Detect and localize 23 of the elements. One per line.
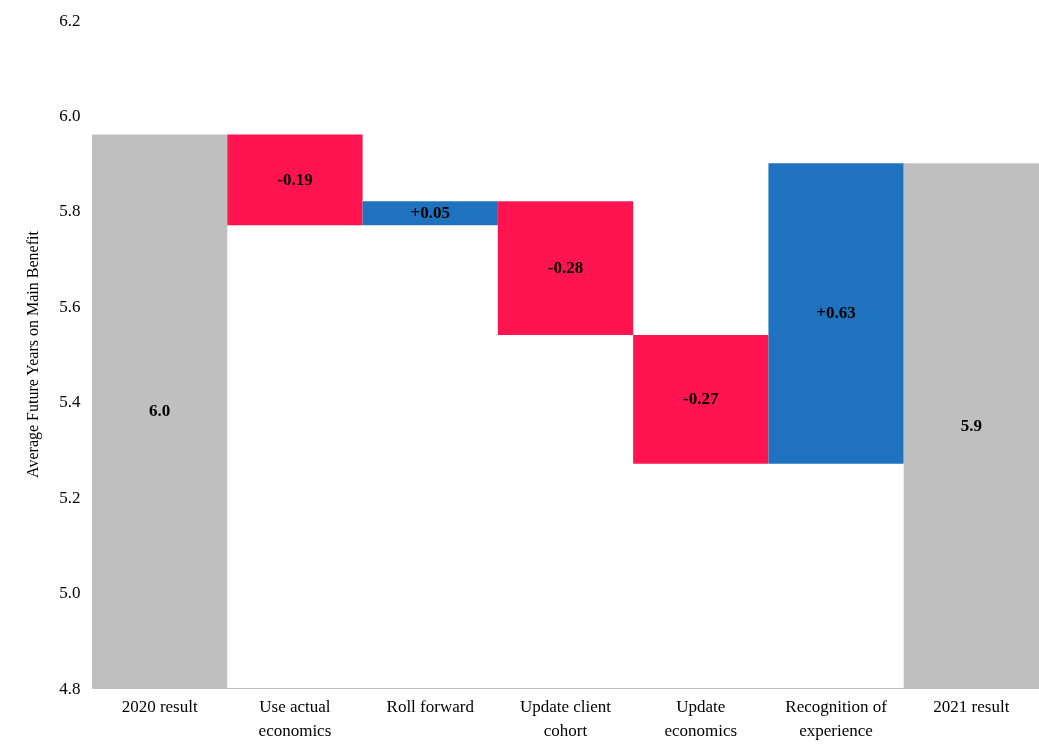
y-tick-label: 6.2 <box>59 10 81 30</box>
x-tick-label: 2021 result <box>933 696 1010 716</box>
data-label: -0.28 <box>547 258 584 278</box>
data-label: -0.27 <box>683 389 719 409</box>
x-tick-label: Update client cohort <box>519 696 612 740</box>
data-label: +0.05 <box>410 203 450 223</box>
x-tick-label: Use actual economics <box>258 696 332 740</box>
data-label: -0.19 <box>277 169 313 189</box>
y-tick-label: 4.8 <box>59 678 81 698</box>
data-label: 6.0 <box>149 401 171 421</box>
y-tick-label: 5.2 <box>59 487 81 507</box>
y-tick-label: 5.8 <box>59 201 81 221</box>
data-label: +0.63 <box>816 303 856 323</box>
y-axis-title: Average Future Years on Main Benefit <box>24 230 43 478</box>
y-tick-label: 5.6 <box>59 296 81 316</box>
x-tick-label: Recognition of experience <box>785 696 888 740</box>
x-tick-label: Update economics <box>664 696 738 740</box>
y-tick-label: 6.0 <box>59 105 81 125</box>
x-tick-label: 2020 result <box>121 696 198 716</box>
y-tick-label: 5.0 <box>59 583 81 603</box>
y-tick-label: 5.4 <box>59 392 81 412</box>
x-tick-label: Roll forward <box>386 696 475 716</box>
data-label: 5.9 <box>960 415 982 435</box>
